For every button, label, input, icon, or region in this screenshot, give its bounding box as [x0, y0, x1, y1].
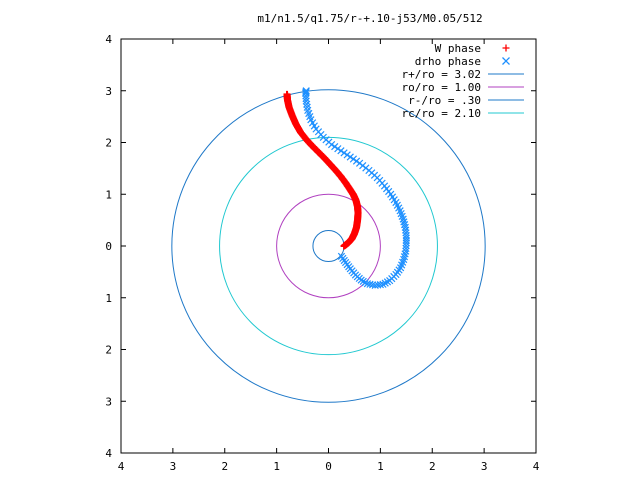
x-tick-label: 2 [429, 460, 436, 473]
drho-phase-point [402, 244, 410, 253]
x-tick-label: 1 [377, 460, 384, 473]
drho-phase-point [349, 155, 358, 163]
circle-r2-1 [219, 136, 438, 356]
drho-phase-point [376, 281, 384, 289]
circle-r3-02 [171, 89, 486, 403]
circle-r1 [276, 193, 381, 299]
y-tick-label: 4 [105, 447, 112, 460]
y-tick-label: 1 [105, 188, 112, 201]
legend-marker [502, 57, 510, 65]
drho-phase-point [402, 247, 410, 255]
x-tick-label: 4 [533, 460, 540, 473]
legend-label: r+/ro = 3.02 [402, 68, 481, 81]
circle-r0-3 [312, 229, 345, 263]
drho-phase-point [356, 159, 364, 167]
drho-phase-point [359, 277, 367, 285]
x-tick-label: 3 [481, 460, 488, 473]
x-tick-label: 3 [170, 460, 177, 473]
drho-phase-point [340, 149, 348, 157]
x-tick-label: 1 [273, 460, 280, 473]
drho-phase-point [346, 153, 354, 161]
legend-label: W phase [435, 42, 481, 55]
legend-label: r-/ro = .30 [408, 94, 481, 107]
circle-layer [171, 89, 486, 403]
y-tick-label: 2 [105, 137, 112, 150]
drho-phase-point [361, 278, 369, 287]
y-tick-label: 3 [105, 395, 112, 408]
legend-label: rc/ro = 2.10 [402, 107, 481, 120]
legend-label: drho phase [415, 55, 481, 68]
point-layer [283, 87, 410, 289]
chart-title: m1/n1.5/q1.75/r-+.10-j53/M0.05/512 [257, 12, 482, 25]
drho-phase-point [334, 145, 342, 153]
w-phase-series [283, 90, 362, 250]
x-tick-label: 0 [325, 460, 332, 473]
y-tick-label: 3 [105, 85, 112, 98]
drho-phase-point [352, 157, 361, 165]
legend-label: ro/ro = 1.00 [402, 81, 481, 94]
y-tick-label: 2 [105, 344, 112, 357]
drho-phase-series [302, 87, 410, 289]
y-tick-label: 1 [105, 292, 112, 305]
drho-phase-point [401, 226, 410, 234]
x-tick-label: 4 [118, 460, 125, 473]
w-phase-point [283, 90, 291, 98]
drho-phase-point [337, 147, 345, 155]
drho-phase-point [357, 276, 365, 284]
x-tick-label: 2 [221, 460, 228, 473]
drho-phase-point [343, 151, 351, 159]
y-tick-label: 0 [105, 240, 112, 253]
drho-phase-point [331, 143, 339, 151]
drho-phase-point [302, 87, 310, 95]
y-tick-label: 4 [105, 33, 112, 46]
legend-marker [502, 44, 510, 52]
